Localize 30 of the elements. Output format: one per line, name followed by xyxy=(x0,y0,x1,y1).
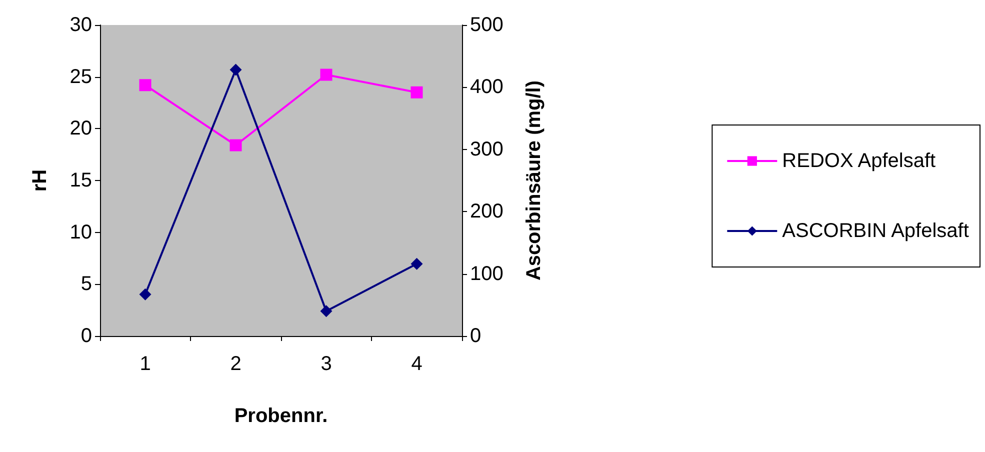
y2-tick-label: 400 xyxy=(470,76,504,98)
y-tick-label: 15 xyxy=(70,170,92,192)
x-axis-title: Probennr. xyxy=(234,405,328,427)
y-tick-label: 25 xyxy=(70,66,92,88)
point xyxy=(139,288,152,300)
legend-label: REDOX Apfelsaft xyxy=(782,150,936,172)
x-tick-label: 3 xyxy=(320,353,332,375)
x-tick-label: 4 xyxy=(411,353,422,375)
y2-tick-label: 0 xyxy=(470,325,482,347)
y-tick-label: 10 xyxy=(70,221,92,244)
y2-tick-label: 200 xyxy=(470,200,504,223)
x-tick-label: 2 xyxy=(230,353,242,375)
point xyxy=(230,64,242,76)
point xyxy=(410,86,423,98)
point xyxy=(230,139,242,152)
y-axis-title: rH xyxy=(29,169,51,192)
y2-tick-label: 500 xyxy=(470,14,504,36)
y-tick-label: 0 xyxy=(80,325,92,347)
y-tick-label: 30 xyxy=(70,14,92,36)
legend-label: ASCORBIN Apfelsaft xyxy=(782,220,970,242)
y2-axis-title: Ascorbinsäure (mg/l) xyxy=(523,80,545,281)
y-tick-label: 20 xyxy=(70,118,92,140)
point xyxy=(320,68,332,81)
point xyxy=(410,258,423,270)
y2-tick-label: 100 xyxy=(470,262,504,285)
y2-tick-label: 300 xyxy=(470,138,504,160)
point xyxy=(320,305,332,318)
x-tick-label: 1 xyxy=(140,353,151,375)
point xyxy=(139,79,152,92)
y-tick-label: 5 xyxy=(80,273,92,296)
